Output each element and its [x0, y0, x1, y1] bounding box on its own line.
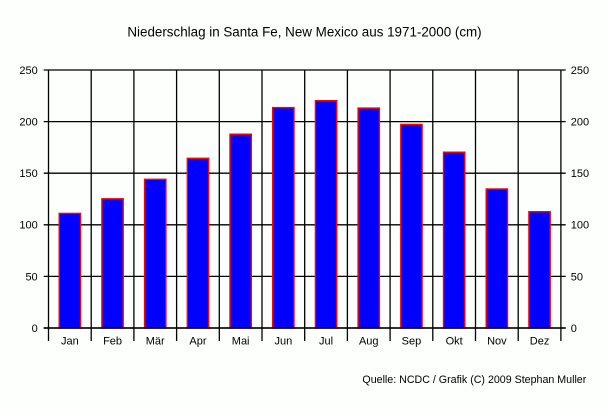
svg-text:Dez: Dez: [530, 336, 550, 348]
svg-text:250: 250: [571, 65, 589, 77]
svg-text:200: 200: [19, 117, 37, 129]
svg-text:100: 100: [571, 220, 589, 232]
svg-text:Quelle: NCDC / Grafik (C) 2009: Quelle: NCDC / Grafik (C) 2009 Stephan M…: [362, 374, 586, 386]
svg-text:Sep: Sep: [402, 336, 422, 348]
svg-text:Okt: Okt: [446, 336, 463, 348]
svg-text:100: 100: [19, 220, 37, 232]
svg-text:150: 150: [19, 168, 37, 180]
svg-text:50: 50: [25, 271, 37, 283]
svg-text:Jan: Jan: [61, 336, 79, 348]
svg-text:Aug: Aug: [359, 336, 379, 348]
svg-text:150: 150: [571, 168, 589, 180]
svg-text:0: 0: [32, 323, 38, 335]
svg-text:Apr: Apr: [189, 336, 206, 348]
svg-text:250: 250: [19, 65, 37, 77]
svg-text:Nov: Nov: [487, 336, 507, 348]
svg-text:Feb: Feb: [103, 336, 122, 348]
svg-text:Jun: Jun: [274, 336, 292, 348]
svg-text:Mai: Mai: [232, 336, 250, 348]
svg-text:50: 50: [571, 271, 583, 283]
svg-text:0: 0: [571, 323, 577, 335]
svg-text:Mär: Mär: [146, 336, 165, 348]
svg-text:Niederschlag in Santa Fe, New: Niederschlag in Santa Fe, New Mexico aus…: [127, 24, 481, 39]
svg-text:Jul: Jul: [319, 336, 333, 348]
svg-text:200: 200: [571, 117, 589, 129]
